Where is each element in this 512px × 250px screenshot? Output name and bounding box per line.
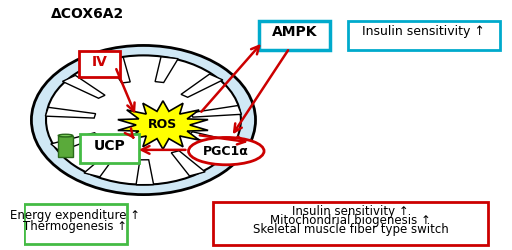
Polygon shape xyxy=(84,152,117,177)
Polygon shape xyxy=(106,57,130,83)
Polygon shape xyxy=(188,132,237,150)
Ellipse shape xyxy=(58,134,73,137)
Polygon shape xyxy=(191,106,242,117)
Polygon shape xyxy=(172,151,205,176)
Ellipse shape xyxy=(46,56,241,185)
Bar xyxy=(58,136,73,157)
Text: ROS: ROS xyxy=(148,118,178,132)
Text: Thermogenesis ↑: Thermogenesis ↑ xyxy=(23,220,127,233)
Polygon shape xyxy=(62,76,105,98)
FancyBboxPatch shape xyxy=(212,202,488,244)
Text: AMPK: AMPK xyxy=(272,25,317,39)
FancyBboxPatch shape xyxy=(259,21,330,50)
Text: Skeletal muscle fiber type switch: Skeletal muscle fiber type switch xyxy=(252,223,449,236)
Text: ΔCOX6A2: ΔCOX6A2 xyxy=(51,7,124,21)
Ellipse shape xyxy=(188,138,264,165)
Text: Mitochondrial biogenesis ↑: Mitochondrial biogenesis ↑ xyxy=(270,214,431,227)
Polygon shape xyxy=(46,107,96,118)
FancyBboxPatch shape xyxy=(24,204,127,244)
Polygon shape xyxy=(155,57,178,82)
FancyBboxPatch shape xyxy=(79,51,120,77)
Ellipse shape xyxy=(31,46,255,195)
Polygon shape xyxy=(181,74,223,97)
Text: IV: IV xyxy=(92,54,108,68)
FancyBboxPatch shape xyxy=(348,21,500,50)
Polygon shape xyxy=(118,101,208,149)
Text: PGC1α: PGC1α xyxy=(203,144,249,158)
Text: Energy expenditure ↑: Energy expenditure ↑ xyxy=(10,209,140,222)
Polygon shape xyxy=(51,133,99,152)
Text: UCP: UCP xyxy=(94,139,125,153)
FancyBboxPatch shape xyxy=(80,134,139,163)
Polygon shape xyxy=(136,160,154,185)
Text: Insulin sensitivity ↑: Insulin sensitivity ↑ xyxy=(362,25,485,38)
Text: Insulin sensitivity ↑: Insulin sensitivity ↑ xyxy=(292,205,409,218)
